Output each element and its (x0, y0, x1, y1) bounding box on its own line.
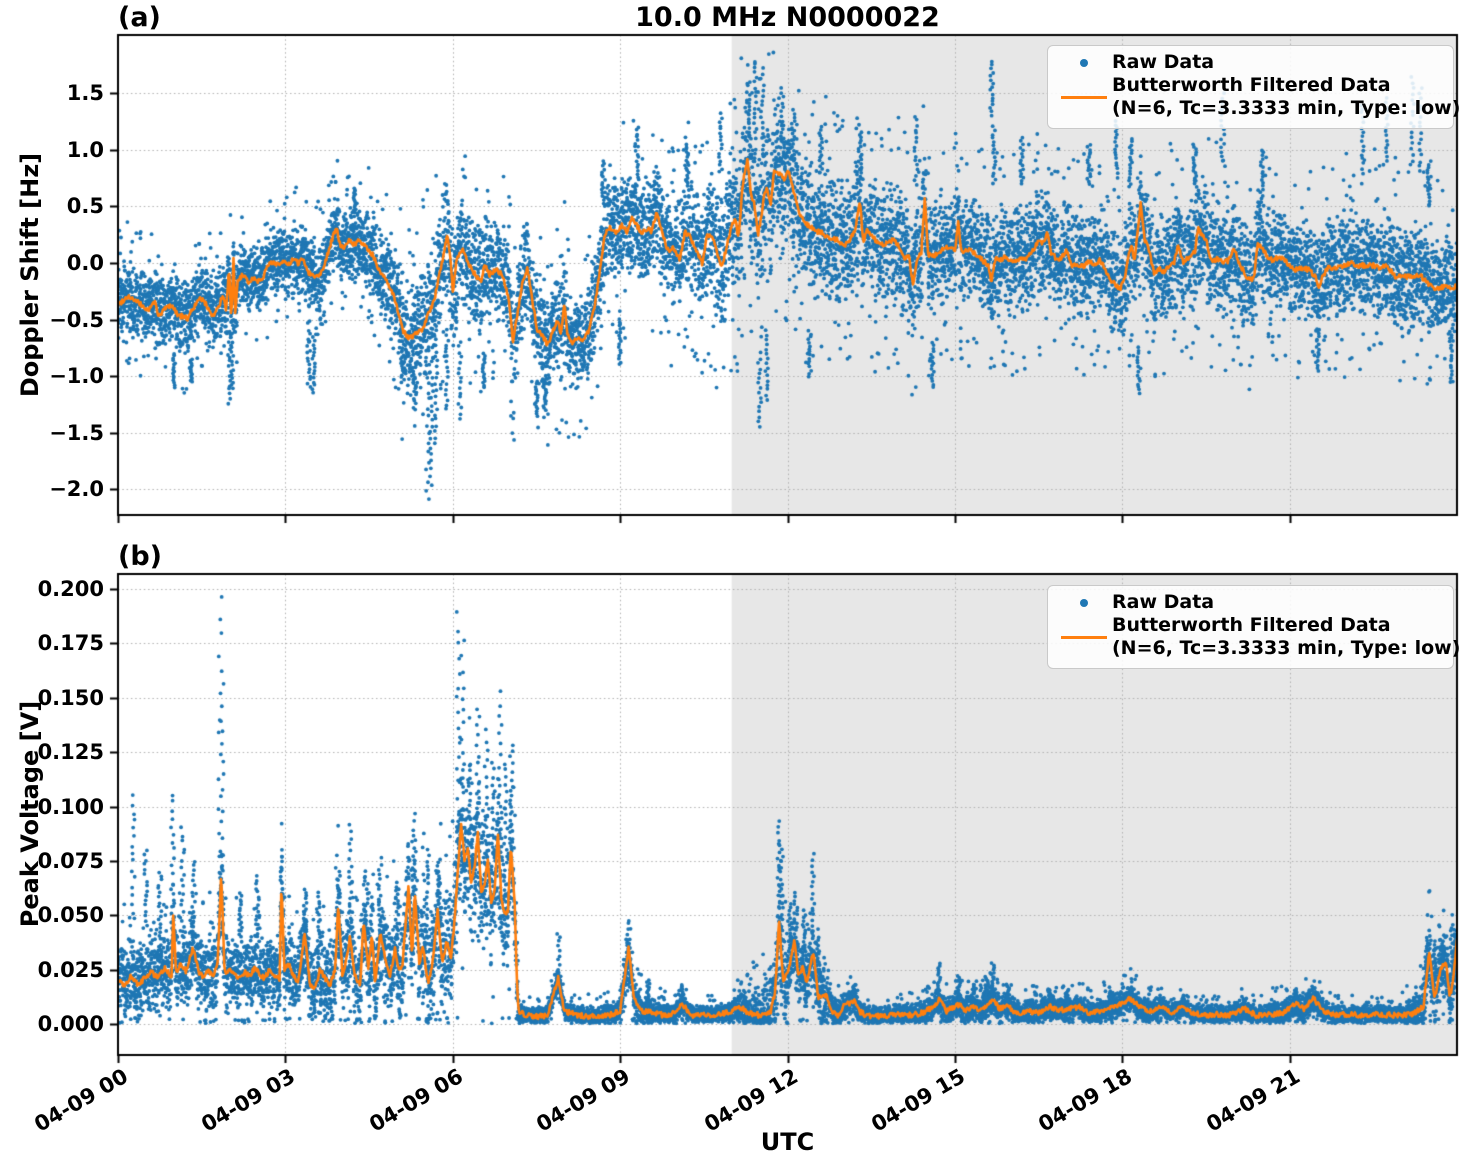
ytick-label: 0.5 (66, 194, 104, 219)
legend-row-raw: Raw Data (1056, 591, 1445, 614)
legend-row-filtered: Butterworth Filtered Data (N=6, Tc=3.333… (1056, 74, 1460, 120)
raw-data-marker-icon (1056, 58, 1112, 67)
ytick-label: −1.0 (49, 364, 104, 389)
ytick-label: 0.200 (37, 577, 104, 601)
ytick-label: 0.025 (37, 957, 104, 982)
ytick-label: 0.100 (37, 794, 104, 819)
ytick-label: 1.0 (66, 137, 104, 162)
ytick-label: −1.5 (49, 420, 104, 445)
ytick-label: 0.050 (37, 903, 104, 928)
ytick-label: 0.150 (37, 685, 104, 710)
ytick-label: 1.5 (66, 81, 104, 106)
legend-raw-label: Raw Data (1112, 51, 1215, 73)
ytick-label: 0.000 (37, 1012, 104, 1036)
legend-row-raw: Raw Data (1056, 51, 1445, 74)
panel-a-letter: (a) (118, 2, 161, 33)
ytick-label: 0.125 (37, 740, 104, 765)
raw-data-marker-icon (1056, 598, 1112, 607)
ytick-label: −2.0 (49, 477, 104, 502)
figure-title: 10.0 MHz N0000022 (635, 2, 940, 33)
ytick-label: −0.5 (49, 307, 104, 332)
legend-filtered-label: Butterworth Filtered Data (N=6, Tc=3.333… (1112, 74, 1461, 119)
legend-raw-label: Raw Data (1112, 591, 1215, 613)
x-axis-label: UTC (760, 1128, 815, 1156)
filtered-line-icon (1056, 635, 1112, 639)
panel-b-legend: Raw Data Butterworth Filtered Data (N=6,… (1047, 585, 1460, 669)
ytick-label: 0.0 (66, 251, 104, 275)
legend-filtered-label: Butterworth Filtered Data (N=6, Tc=3.333… (1112, 614, 1461, 659)
panel-a-legend: Raw Data Butterworth Filtered Data (N=6,… (1047, 45, 1460, 129)
ytick-label: 0.175 (37, 631, 104, 656)
ytick-label: 0.075 (37, 848, 104, 873)
panel-b-letter: (b) (118, 541, 163, 572)
filtered-line-icon (1056, 95, 1112, 99)
legend-row-filtered: Butterworth Filtered Data (N=6, Tc=3.333… (1056, 614, 1460, 660)
